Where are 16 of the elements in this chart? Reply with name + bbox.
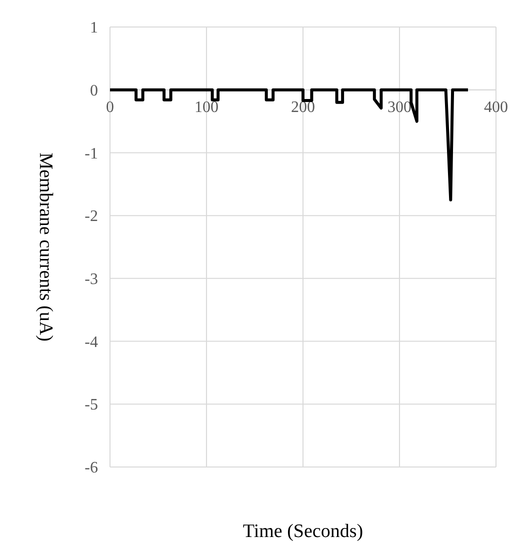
- y-tick-label: -2: [84, 208, 98, 226]
- y-tick-label: -4: [84, 334, 98, 351]
- x-tick-label: 200: [291, 98, 315, 116]
- x-tick-label: 0: [106, 98, 114, 116]
- y-tick-label: 0: [90, 82, 98, 100]
- x-tick-label: 300: [388, 98, 412, 116]
- y-tick-label: -1: [84, 145, 98, 162]
- x-tick-label: 100: [194, 98, 218, 116]
- y-axis-title: Membrane currents (uA): [35, 152, 56, 342]
- y-tick-label: 1: [90, 20, 98, 37]
- y-tick-label: -3: [84, 271, 98, 288]
- line-series: [108, 88, 470, 202]
- x-tick-label: 400: [484, 98, 508, 116]
- y-tick-label: -6: [84, 460, 98, 477]
- y-tick-label: -5: [84, 396, 98, 414]
- x-axis-title: Time (Seconds): [242, 521, 364, 542]
